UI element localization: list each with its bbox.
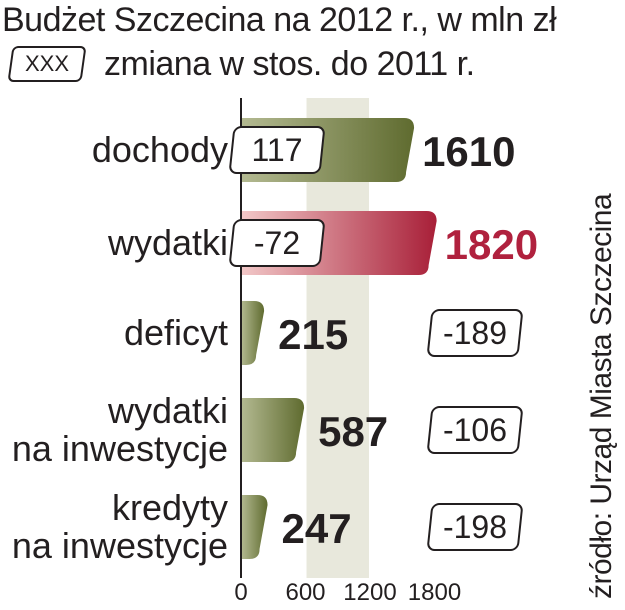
change-label: -72 (254, 225, 300, 261)
value-label: 247 (282, 505, 352, 552)
x-tick-label: 0 (234, 579, 247, 606)
change-box (427, 406, 523, 454)
x-tick-label: 600 (285, 579, 325, 606)
category-label: kredyty (112, 487, 228, 528)
change-box (229, 219, 325, 267)
category-label: na inwestycje (12, 428, 228, 469)
category-label: dochody (92, 129, 228, 170)
value-label: 1610 (422, 128, 515, 175)
legend: XXX zmiana w stos. do 2011 r. (2, 44, 475, 84)
change-box (229, 126, 325, 174)
category-label: wydatki (107, 390, 228, 431)
change-label: -198 (443, 509, 507, 545)
bar (241, 398, 305, 462)
value-label: 587 (318, 408, 388, 455)
category-label: na inwestycje (12, 525, 228, 566)
category-label: wydatki (107, 222, 228, 263)
bar (241, 301, 265, 365)
change-label: -189 (443, 315, 507, 351)
x-tick-label: 1200 (343, 579, 396, 606)
legend-text: zmiana w stos. do 2011 r. (104, 44, 475, 83)
change-box (427, 309, 523, 357)
source-note: źródło: Urząd Miasta Szczecina (585, 193, 618, 599)
x-tick-label: 1800 (408, 579, 461, 606)
value-label: 215 (278, 311, 348, 358)
chart-title: Budżet Szczecina na 2012 r., w mln zł (2, 1, 557, 39)
bar (241, 495, 268, 559)
change-label: -106 (443, 412, 507, 448)
change-box (427, 503, 523, 551)
change-label: 117 (251, 132, 302, 168)
category-label: deficyt (124, 312, 228, 353)
value-label: 1820 (445, 221, 538, 268)
